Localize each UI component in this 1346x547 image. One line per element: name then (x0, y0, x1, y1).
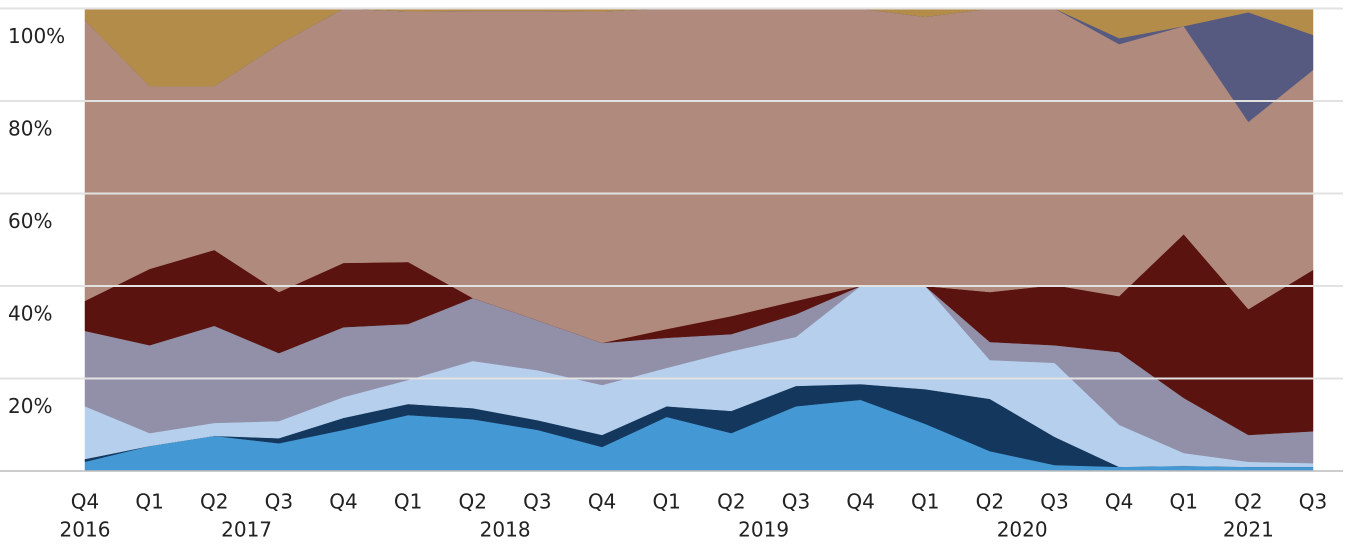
x-tick-label: Q2 (459, 490, 487, 514)
x-group-label: 2019 (738, 518, 789, 542)
x-tick-label: Q1 (394, 490, 422, 514)
x-tick-label: Q3 (265, 490, 293, 514)
x-tick-label: Q2 (1234, 490, 1262, 514)
x-group-label: 2020 (997, 518, 1048, 542)
x-tick-label: Q3 (782, 490, 810, 514)
x-group-label: 2017 (221, 518, 272, 542)
x-tick-label: Q4 (329, 490, 357, 514)
y-tick-label: 100% (8, 24, 65, 48)
x-tick-label: Q4 (71, 490, 99, 514)
x-tick-label: Q4 (588, 490, 616, 514)
x-group-label: 2016 (60, 518, 111, 542)
y-tick-label: 60% (8, 209, 52, 233)
x-tick-label: Q1 (1170, 490, 1198, 514)
y-tick-label: 20% (8, 394, 52, 418)
x-tick-label: Q3 (1299, 490, 1327, 514)
y-tick-label: 80% (8, 117, 52, 141)
x-tick-label: Q3 (523, 490, 551, 514)
y-tick-label: 40% (8, 302, 52, 326)
x-tick-label: Q2 (976, 490, 1004, 514)
x-tick-label: Q4 (846, 490, 874, 514)
x-group-label: 2021 (1223, 518, 1274, 542)
x-tick-label: Q2 (717, 490, 745, 514)
x-tick-label: Q4 (1105, 490, 1133, 514)
x-tick-label: Q3 (1040, 490, 1068, 514)
x-group-label: 2018 (480, 518, 531, 542)
x-tick-label: Q2 (200, 490, 228, 514)
x-tick-label: Q1 (911, 490, 939, 514)
x-tick-label: Q1 (652, 490, 680, 514)
x-tick-label: Q1 (135, 490, 163, 514)
